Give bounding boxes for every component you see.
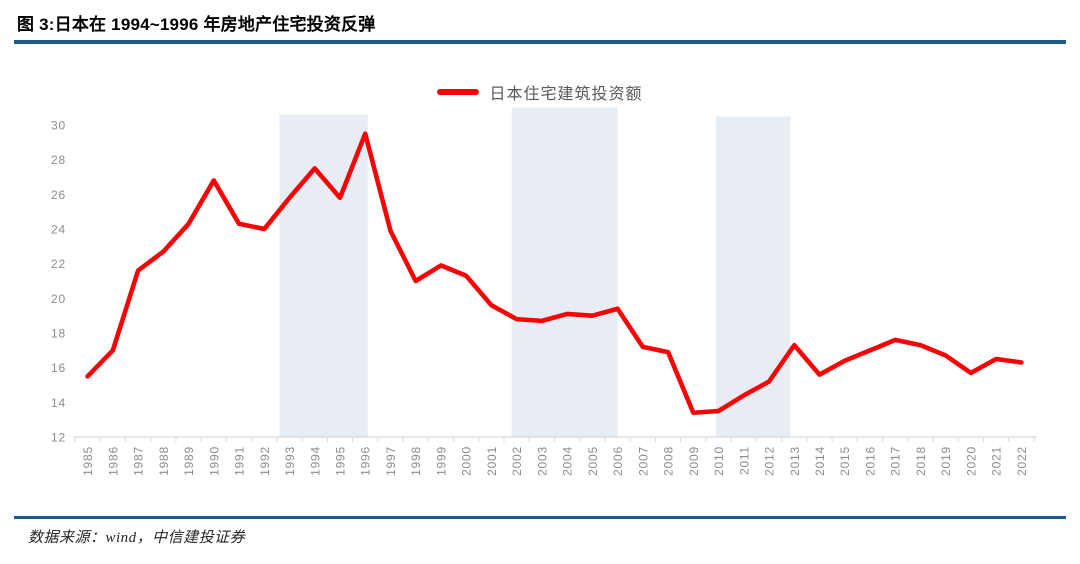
x-tick-label: 2000 bbox=[460, 446, 474, 476]
x-tick-label: 1987 bbox=[132, 446, 146, 476]
x-tick-label: 2001 bbox=[485, 446, 499, 476]
x-tick-label: 1998 bbox=[409, 446, 423, 476]
x-tick-label: 1990 bbox=[207, 446, 221, 476]
page-title: 图 3:日本在 1994~1996 年房地产住宅投资反弹 bbox=[17, 15, 376, 34]
y-tick-label: 14 bbox=[51, 396, 66, 410]
x-tick-label: 1995 bbox=[333, 446, 347, 476]
x-tick-label: 2017 bbox=[889, 446, 903, 476]
x-tick-label: 2022 bbox=[1015, 446, 1029, 476]
legend: 日本住宅建筑投资额 bbox=[0, 80, 1080, 104]
x-tick-label: 1991 bbox=[233, 446, 247, 476]
x-tick-label: 2003 bbox=[535, 446, 549, 476]
y-tick-label: 28 bbox=[51, 153, 66, 167]
x-tick-label: 2013 bbox=[788, 446, 802, 476]
investment-line bbox=[85, 131, 1024, 416]
x-tick-label: 2009 bbox=[687, 446, 701, 476]
y-tick-label: 16 bbox=[51, 361, 66, 375]
y-tick-label: 12 bbox=[51, 431, 66, 445]
x-tick-label: 2012 bbox=[763, 446, 777, 476]
x-tick-label: 1993 bbox=[283, 446, 297, 476]
y-tick-label: 20 bbox=[51, 292, 66, 306]
x-tick-label: 2020 bbox=[964, 446, 978, 476]
x-tick-label: 2002 bbox=[510, 446, 524, 476]
x-tick-label: 2015 bbox=[838, 446, 852, 476]
highlight-band bbox=[716, 116, 791, 437]
x-tick-label: 1994 bbox=[308, 446, 322, 476]
footer-rule bbox=[14, 516, 1066, 519]
x-tick-label: 2006 bbox=[611, 446, 625, 476]
y-tick-label: 18 bbox=[51, 327, 66, 341]
x-tick-label: 1996 bbox=[359, 446, 373, 476]
x-tick-label: 2007 bbox=[636, 446, 650, 476]
x-tick-label: 2011 bbox=[737, 446, 751, 475]
x-tick-label: 2018 bbox=[914, 446, 928, 476]
x-tick-label: 2019 bbox=[939, 446, 953, 476]
legend-label: 日本住宅建筑投资额 bbox=[489, 86, 643, 103]
x-tick-label: 2008 bbox=[662, 446, 676, 476]
x-tick-label: 1988 bbox=[157, 446, 171, 476]
x-tick-label: 1989 bbox=[182, 446, 196, 476]
x-tick-label: 1985 bbox=[81, 446, 95, 476]
header-rule bbox=[14, 40, 1066, 44]
x-tick-label: 1992 bbox=[258, 446, 272, 476]
highlight-band bbox=[511, 107, 618, 438]
data-source: 数据来源：wind，中信建投证券 bbox=[28, 530, 246, 546]
x-tick-label: 2004 bbox=[561, 446, 575, 476]
y-tick-label: 22 bbox=[51, 257, 66, 271]
y-tick-label: 24 bbox=[51, 223, 66, 237]
x-tick-label: 2010 bbox=[712, 446, 726, 476]
x-tick-label: 2016 bbox=[863, 446, 877, 476]
x-tick-label: 1986 bbox=[106, 446, 120, 476]
y-tick-label: 30 bbox=[51, 119, 66, 133]
x-tick-label: 1997 bbox=[384, 446, 398, 476]
x-tick-label: 1999 bbox=[434, 446, 448, 476]
x-tick-label: 2021 bbox=[990, 446, 1004, 476]
x-tick-label: 2014 bbox=[813, 446, 827, 476]
y-tick-label: 26 bbox=[51, 188, 66, 202]
x-tick-label: 2005 bbox=[586, 446, 600, 476]
legend-line-marker bbox=[437, 89, 480, 95]
